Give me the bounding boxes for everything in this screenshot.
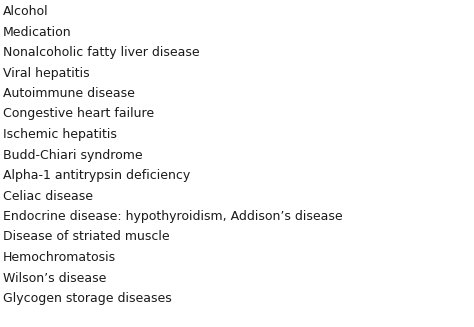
Text: Wilson’s disease: Wilson’s disease bbox=[3, 271, 106, 284]
Text: Celiac disease: Celiac disease bbox=[3, 190, 93, 202]
Text: Congestive heart failure: Congestive heart failure bbox=[3, 108, 154, 121]
Text: Alcohol: Alcohol bbox=[3, 5, 49, 18]
Text: Alpha-1 antitrypsin deficiency: Alpha-1 antitrypsin deficiency bbox=[3, 169, 190, 182]
Text: Medication: Medication bbox=[3, 26, 72, 39]
Text: Disease of striated muscle: Disease of striated muscle bbox=[3, 231, 170, 244]
Text: Endocrine disease: hypothyroidism, Addison’s disease: Endocrine disease: hypothyroidism, Addis… bbox=[3, 210, 343, 223]
Text: Budd-Chiari syndrome: Budd-Chiari syndrome bbox=[3, 148, 143, 162]
Text: Viral hepatitis: Viral hepatitis bbox=[3, 66, 90, 79]
Text: Nonalcoholic fatty liver disease: Nonalcoholic fatty liver disease bbox=[3, 46, 200, 59]
Text: Glycogen storage diseases: Glycogen storage diseases bbox=[3, 292, 172, 305]
Text: Ischemic hepatitis: Ischemic hepatitis bbox=[3, 128, 117, 141]
Text: Autoimmune disease: Autoimmune disease bbox=[3, 87, 135, 100]
Text: Hemochromatosis: Hemochromatosis bbox=[3, 251, 116, 264]
